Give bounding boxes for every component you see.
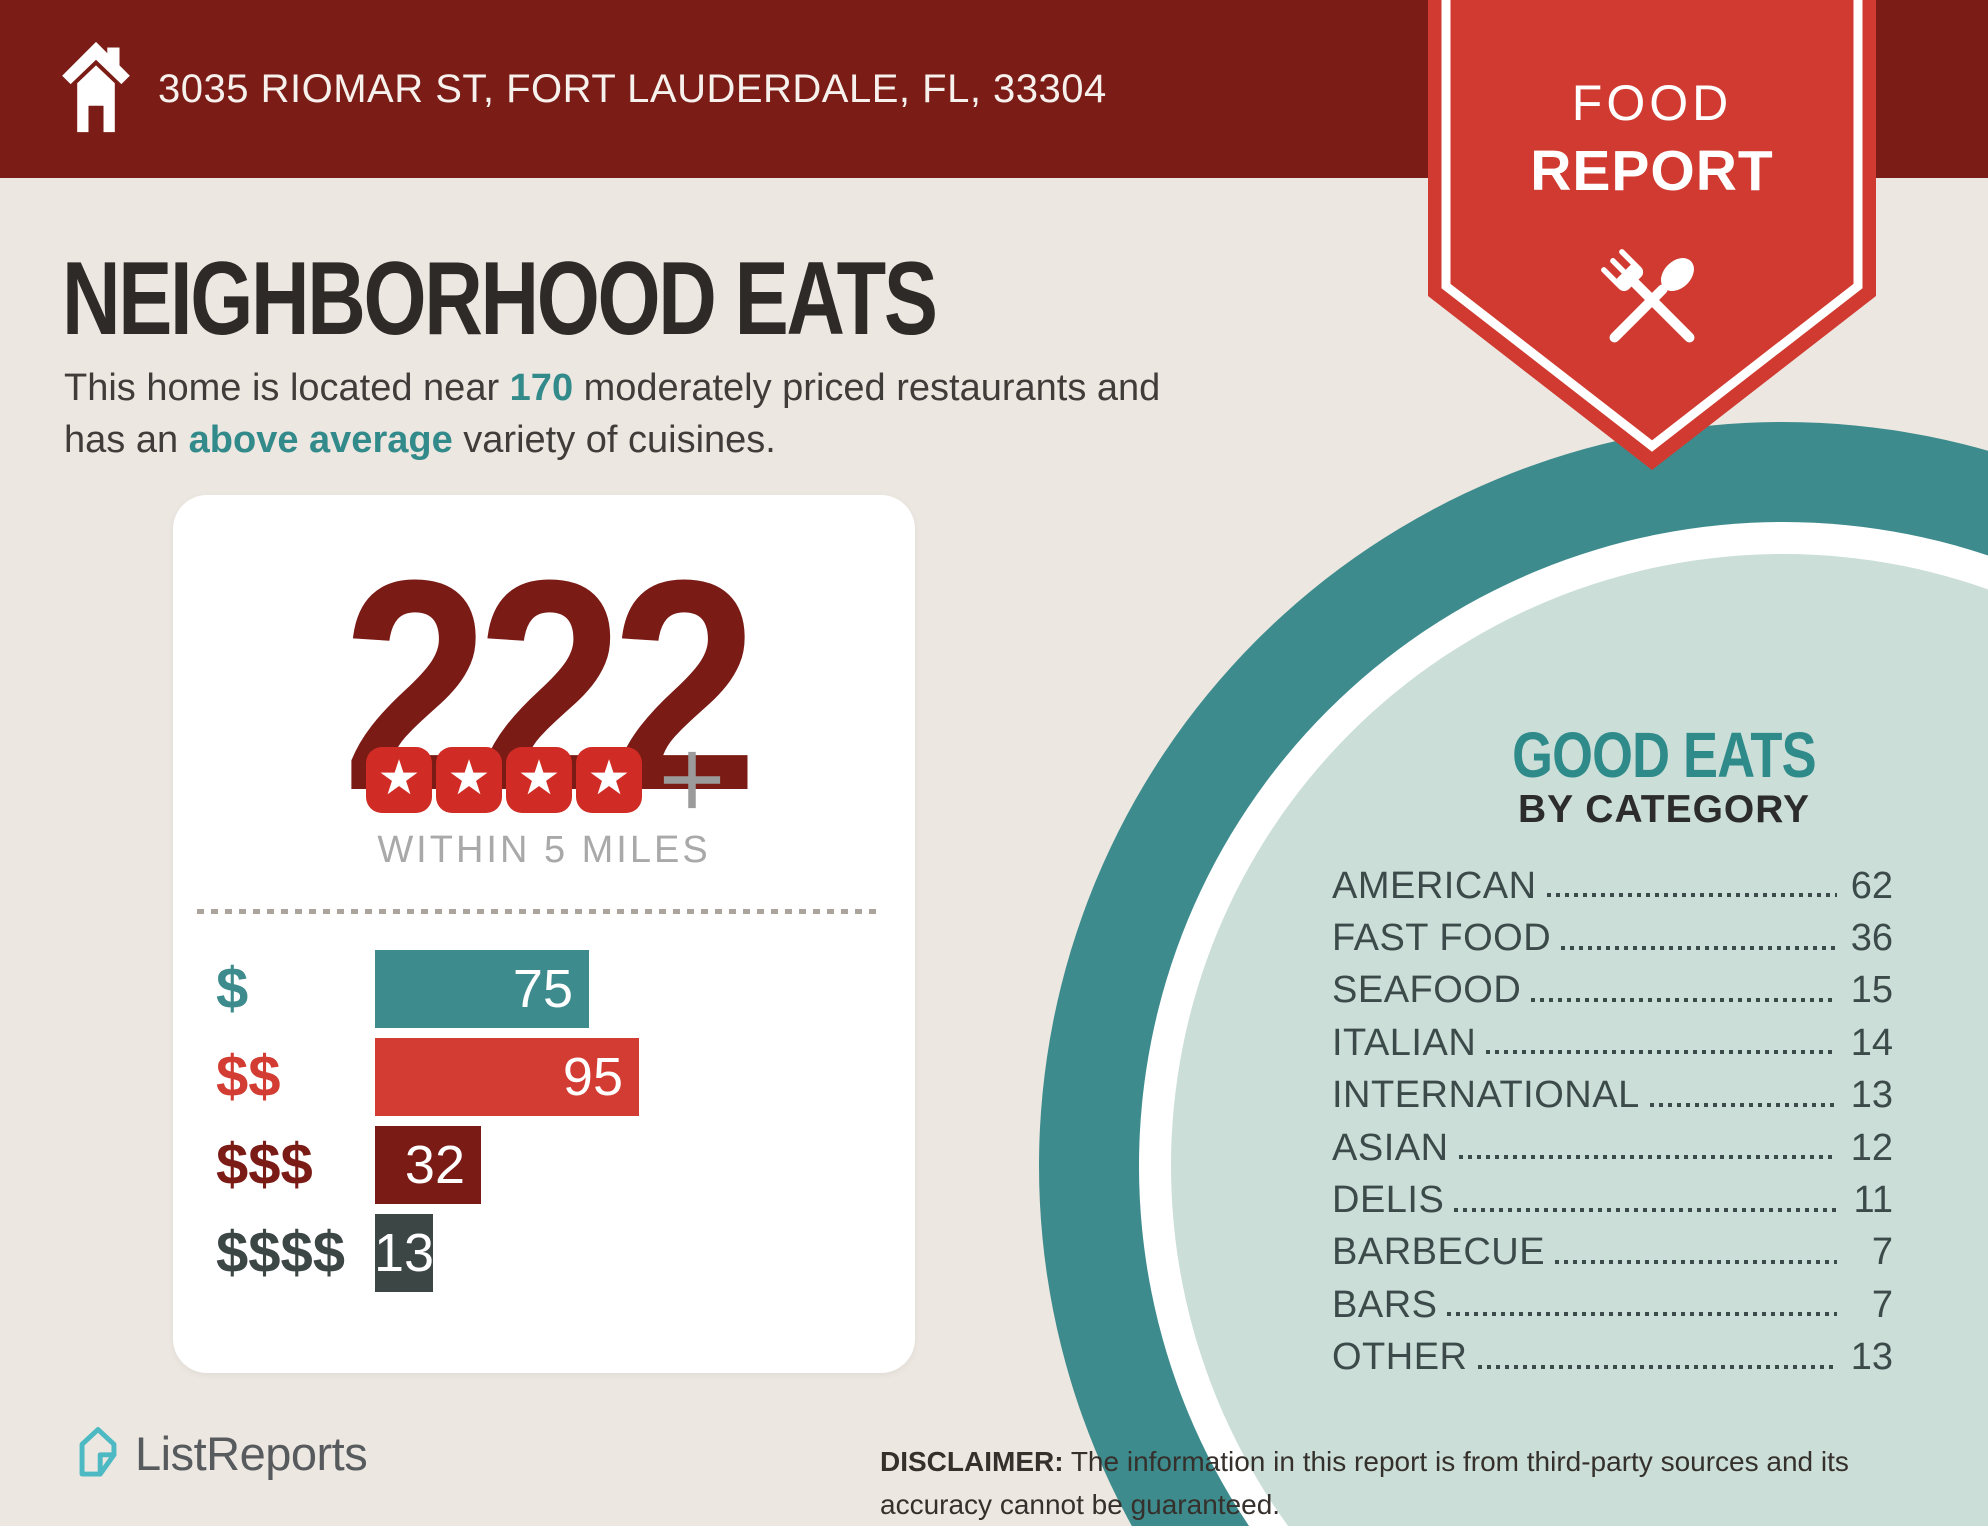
subtitle-line-1: This home is located near 170 moderately… [64, 362, 1160, 414]
dot-leader [1649, 1102, 1837, 1107]
dot-leader [1561, 945, 1837, 950]
highlighted-text: 170 [509, 367, 574, 409]
disclaimer-line-2: accuracy cannot be guaranteed. [880, 1489, 1281, 1520]
crossed-spoon-fork-icon [1601, 249, 1695, 343]
dot-leader [1447, 1312, 1837, 1317]
price-bar-value: 32 [404, 1135, 465, 1195]
restaurant-stats-card: 222 ★ ★ ★ ★ WITHIN 5 MILES $ 75 $$ 95 $$$ 3… [173, 495, 915, 1373]
price-bar-row: $$$$ 13 [173, 1214, 915, 1292]
dot-leader [1477, 1364, 1837, 1369]
category-row: BARBECUE 7 [1332, 1227, 1893, 1279]
category-value: 7 [1871, 1283, 1893, 1326]
price-bar-row: $ 75 [173, 950, 915, 1028]
price-level-label: $$ [216, 1044, 281, 1109]
category-row: OTHER 13 [1332, 1332, 1893, 1384]
star-glyph: ★ [517, 752, 561, 805]
star-icon: ★ [506, 747, 572, 813]
subtitle-line-2: has an above average variety of cuisines… [64, 414, 1160, 466]
category-label: BARS [1332, 1283, 1438, 1326]
dashed-divider [197, 909, 883, 914]
highlighted-text: above average [188, 419, 453, 461]
price-bar-row: $$$ 32 [173, 1126, 915, 1204]
plus-icon [663, 751, 721, 809]
dot-leader [1546, 893, 1837, 898]
price-bar: 75 [375, 950, 589, 1028]
food-report-badge: FOOD REPORT [1428, 0, 1876, 470]
property-address: 3035 RIOMAR ST, FORT LAUDERDALE, FL, 333… [158, 66, 1107, 111]
listreports-logo-icon [79, 1427, 117, 1477]
dot-leader [1454, 1207, 1837, 1212]
category-row: SEAFOOD 15 [1332, 965, 1893, 1017]
plain-text: has an [64, 419, 189, 461]
category-value: 12 [1850, 1126, 1893, 1169]
category-value: 14 [1850, 1021, 1893, 1064]
category-list: AMERICAN 62 FAST FOOD 36 SEAFOOD 15 ITAL… [1332, 860, 1893, 1384]
price-bar-value: 13 [373, 1223, 435, 1283]
star-icon: ★ [366, 747, 432, 813]
plain-text: This home is located near [64, 367, 510, 409]
category-value: 62 [1850, 864, 1893, 907]
star-icon: ★ [436, 747, 502, 813]
category-value: 36 [1850, 917, 1893, 960]
radius-label: WITHIN 5 MILES [377, 829, 711, 871]
star-glyph: ★ [377, 752, 421, 805]
category-value: 7 [1871, 1231, 1893, 1274]
category-row: AMERICAN 62 [1332, 860, 1893, 912]
plain-text: moderately priced restaurants and [573, 367, 1161, 409]
category-label: AMERICAN [1332, 864, 1537, 907]
category-label: OTHER [1332, 1336, 1468, 1379]
page-title: NEIGHBORHOOD EATS [62, 241, 938, 357]
category-value: 13 [1850, 1074, 1893, 1117]
price-level-bar-chart: $ 75 $$ 95 $$$ 32 $$$$ 13 [173, 950, 915, 1302]
disclaimer-line-1: DISCLAIMER: The information in this repo… [880, 1440, 1849, 1483]
category-row: INTERNATIONAL 13 [1332, 1070, 1893, 1122]
category-value: 13 [1850, 1336, 1893, 1379]
dot-leader [1458, 1155, 1837, 1160]
category-label: ASIAN [1332, 1126, 1449, 1169]
category-value: 11 [1853, 1179, 1893, 1222]
category-label: DELIS [1332, 1179, 1445, 1222]
category-row: BARS 7 [1332, 1279, 1893, 1331]
category-label: ITALIAN [1332, 1021, 1477, 1064]
price-bar-value: 95 [562, 1047, 623, 1107]
category-label: BARBECUE [1332, 1231, 1546, 1274]
price-bar: 13 [373, 1214, 435, 1292]
dot-leader [1486, 1050, 1837, 1055]
star-glyph: ★ [447, 752, 491, 805]
category-row: FAST FOOD 36 [1332, 912, 1893, 964]
listreports-brand: ListReports [74, 1424, 368, 1481]
disclaimer-label: DISCLAIMER: [880, 1446, 1064, 1477]
price-level-label: $$$$ [216, 1220, 346, 1285]
category-label: SEAFOOD [1332, 969, 1522, 1012]
disclaimer: DISCLAIMER: The information in this repo… [880, 1440, 1849, 1526]
price-bar-row: $$ 95 [173, 1038, 915, 1116]
price-level-label: $ [216, 956, 249, 1021]
bottom-white-strip [0, 1526, 1988, 1536]
category-row: ASIAN 12 [1332, 1122, 1893, 1174]
badge-line1: FOOD [1572, 75, 1732, 131]
star-icon: ★ [576, 747, 642, 813]
price-bar-value: 75 [512, 959, 573, 1019]
rating-stars-row: ★ ★ ★ ★ [173, 747, 915, 813]
dot-leader [1531, 997, 1837, 1002]
dot-leader [1555, 1259, 1837, 1264]
price-bar: 95 [375, 1038, 639, 1116]
price-bar: 32 [375, 1126, 481, 1204]
good-eats-subtitle: BY CATEGORY [1518, 788, 1810, 831]
home-icon [62, 41, 130, 133]
category-label: INTERNATIONAL [1332, 1074, 1640, 1117]
category-label: FAST FOOD [1332, 917, 1552, 960]
good-eats-title: GOOD EATS [1512, 719, 1816, 791]
category-value: 15 [1850, 969, 1893, 1012]
badge-line2: REPORT [1530, 139, 1774, 203]
category-row: DELIS 11 [1332, 1174, 1893, 1226]
page-subtitle: This home is located near 170 moderately… [64, 362, 1160, 466]
price-level-label: $$$ [216, 1132, 313, 1197]
star-glyph: ★ [587, 752, 631, 805]
category-row: ITALIAN 14 [1332, 1017, 1893, 1069]
listreports-wordmark: ListReports [135, 1427, 368, 1480]
plain-text: variety of cuisines. [452, 419, 776, 461]
disclaimer-text-1: The information in this report is from t… [1063, 1446, 1849, 1477]
